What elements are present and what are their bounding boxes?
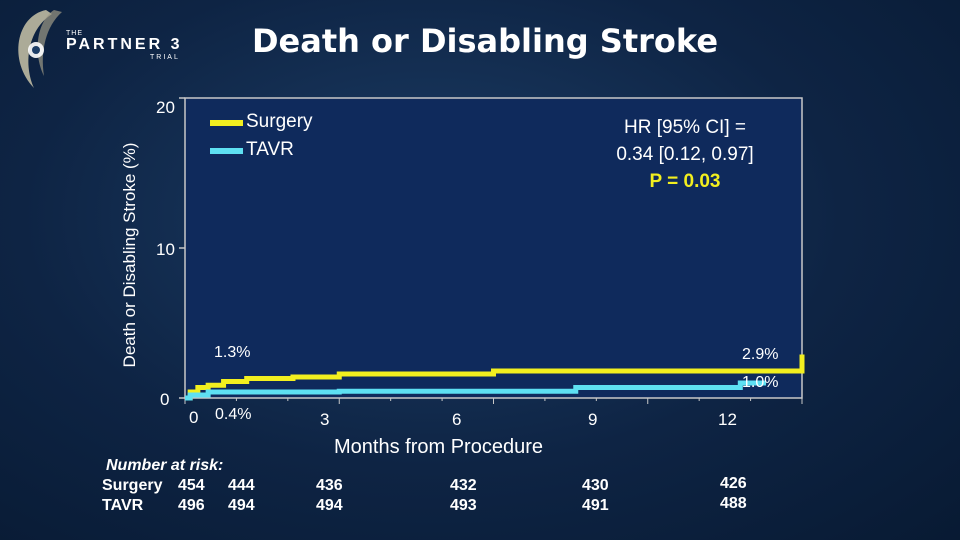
annotation-tavr-12mo: 1.0% xyxy=(742,374,779,391)
x-axis-label: Months from Procedure xyxy=(334,436,543,458)
series-line-surgery xyxy=(185,354,805,401)
logo-trial: TRIAL xyxy=(150,54,180,61)
hr-line-2: 0.34 [0.12, 0.97] xyxy=(616,144,754,165)
chart-title: Death or Disabling Stroke xyxy=(251,22,719,60)
partner3-logo xyxy=(6,6,196,96)
y-tick-label-0: 0 xyxy=(160,390,170,409)
y-tick-label-20: 20 xyxy=(156,98,175,117)
risk-surgery-3: 436 xyxy=(316,477,343,494)
y-axis-label: Death or Disabling Stroke (%) xyxy=(120,142,139,368)
risk-tavr-0: 496 xyxy=(178,497,205,514)
risk-tavr-12: 488 xyxy=(720,495,747,512)
legend-swatch-surgery xyxy=(210,120,243,126)
risk-surgery-6: 432 xyxy=(450,477,477,494)
hr-line-1: HR [95% CI] = xyxy=(624,117,746,138)
annotation-surgery-12mo: 2.9% xyxy=(742,346,779,363)
x-tick-label-6: 6 xyxy=(452,410,462,429)
risk-surgery-9: 430 xyxy=(582,477,609,494)
p-value: P = 0.03 xyxy=(649,171,721,192)
hazard-ratio-box: HR [95% CI] = 0.34 [0.12, 0.97] P = 0.03 xyxy=(580,114,790,195)
x-tick-label-0: 0 xyxy=(189,408,199,427)
risk-tavr-3: 494 xyxy=(316,497,343,514)
x-tick-label-3: 3 xyxy=(320,410,330,429)
logo-emblem xyxy=(18,10,62,88)
annotation-surgery-1mo: 1.3% xyxy=(214,344,251,361)
risk-tavr-label: TAVR xyxy=(102,497,144,514)
legend-swatch-tavr xyxy=(210,148,243,154)
risk-tavr-9: 491 xyxy=(582,497,609,514)
risk-tavr-6: 493 xyxy=(450,497,477,514)
risk-surgery-label: Surgery xyxy=(102,477,163,494)
risk-surgery-0: 454 xyxy=(178,477,205,494)
annotation-tavr-1mo: 0.4% xyxy=(215,406,252,423)
y-tick-label-10: 10 xyxy=(156,240,175,259)
risk-surgery-1: 444 xyxy=(228,477,255,494)
risk-surgery-12: 426 xyxy=(720,475,747,492)
x-tick-label-12: 12 xyxy=(718,410,737,429)
logo-the: THE xyxy=(66,30,83,37)
x-tick-label-9: 9 xyxy=(588,410,598,429)
legend-label-surgery: Surgery xyxy=(246,111,313,132)
risk-tavr-1: 494 xyxy=(228,497,255,514)
legend-label-tavr: TAVR xyxy=(246,139,294,160)
series-line-tavr xyxy=(185,380,767,401)
risk-table-title: Number at risk: xyxy=(106,457,224,474)
logo-name: PARTNER 3 xyxy=(66,36,183,53)
